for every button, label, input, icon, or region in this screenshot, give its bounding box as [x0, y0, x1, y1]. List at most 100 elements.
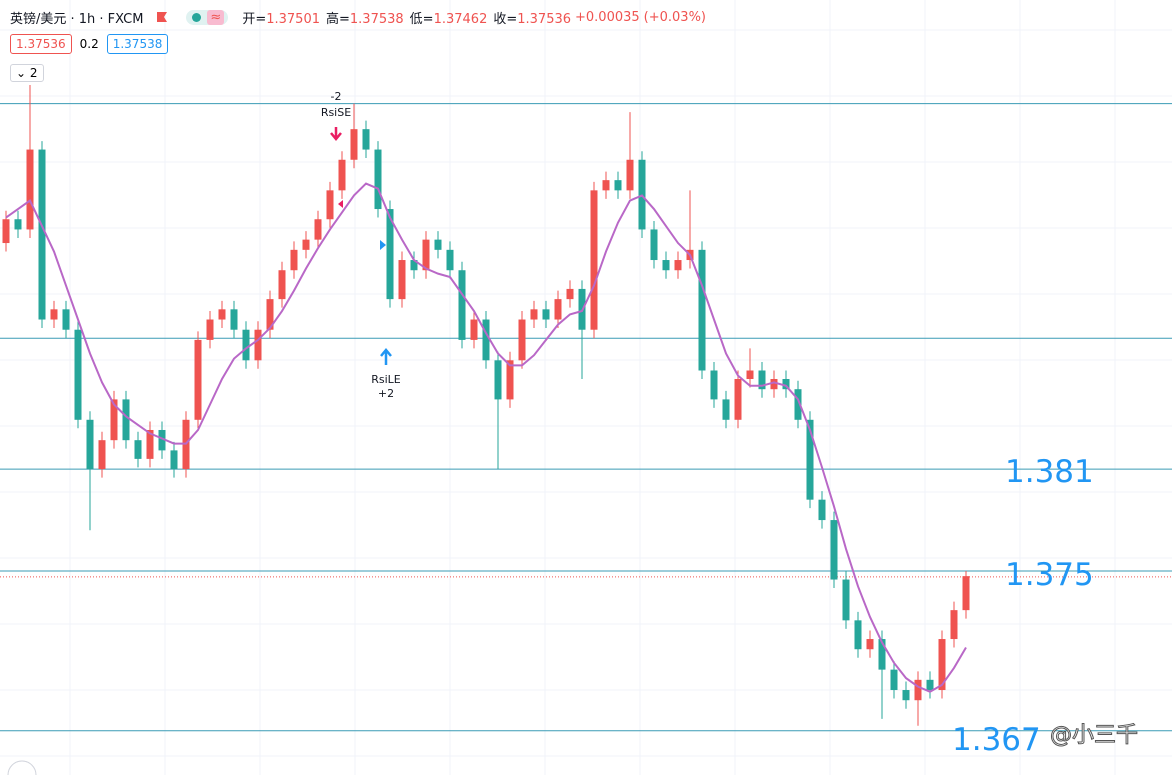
candle-body — [770, 379, 778, 390]
candle-body — [2, 219, 10, 244]
candle-body — [518, 319, 526, 361]
candle-body — [50, 309, 58, 320]
ohlc-item: 低=1.37462 — [410, 8, 488, 27]
long-arrow — [380, 348, 392, 365]
price-note: 1.375 — [1005, 557, 1094, 593]
signal-count: +2 — [378, 387, 394, 400]
ohlc-value: 1.37501 — [266, 12, 320, 27]
candle-body — [602, 180, 610, 191]
candle-body — [698, 249, 706, 371]
signal-name: RsiSE — [321, 106, 351, 119]
ohlc: 开=1.37501 高=1.37538 低=1.37462 收=1.37536 — [242, 8, 571, 27]
candle-body — [74, 329, 82, 420]
candle-body — [566, 288, 574, 300]
candle-body — [734, 379, 742, 420]
candle-body — [626, 159, 634, 191]
ohlc-label: 高= — [326, 12, 350, 27]
candle-body — [314, 219, 322, 240]
candle-body — [818, 499, 826, 521]
candle-body — [38, 149, 46, 320]
candle-body — [158, 429, 166, 451]
candle-body — [374, 149, 382, 210]
candle-body — [194, 339, 202, 420]
signal-count: -2 — [331, 90, 342, 103]
price-note: 1.381 — [1005, 454, 1094, 490]
candle-body — [62, 309, 70, 330]
candle-body — [98, 440, 106, 470]
candle-body — [146, 429, 154, 459]
candle-body — [842, 579, 850, 621]
candle-body — [434, 239, 442, 250]
candle-body — [26, 149, 34, 230]
change: +0.00035 — [575, 10, 640, 25]
candle-body — [914, 679, 922, 701]
candle-body — [722, 399, 730, 420]
candle-body — [422, 239, 430, 271]
candle-body — [902, 690, 910, 701]
candle-body — [86, 419, 94, 470]
candle-body — [614, 180, 622, 191]
candle-body — [302, 239, 310, 250]
candle-body — [290, 249, 298, 271]
candle-body — [14, 219, 22, 230]
candle-body — [782, 379, 790, 390]
candle-body — [710, 370, 718, 400]
ohlc-item: 收=1.37536 — [493, 8, 571, 27]
candle-body — [266, 299, 274, 330]
marker — [380, 240, 386, 250]
candle-body — [530, 309, 538, 320]
candle-body — [110, 399, 118, 441]
ma-line — [5, 182, 967, 693]
candle-body — [218, 309, 226, 320]
collapse-count: 2 — [29, 66, 38, 80]
symbol[interactable]: 英镑/美元 · 1h · FXCM — [10, 12, 144, 27]
ohlc-value: 1.37536 — [517, 12, 572, 27]
spread: 0.2 — [79, 37, 99, 51]
candle-body — [206, 319, 214, 340]
candle-body — [326, 190, 334, 220]
ask-badge[interactable]: 1.37538 — [106, 34, 169, 54]
status[interactable]: ≈ — [186, 10, 229, 25]
candle-body — [866, 639, 874, 650]
ohlc-label: 低= — [409, 12, 434, 27]
signal-name: RsiLE — [371, 373, 401, 386]
candle-body — [170, 450, 178, 470]
ohlc-label: 开= — [242, 12, 267, 27]
candle-body — [554, 299, 562, 320]
candle-body — [758, 370, 766, 390]
candle-body — [230, 309, 238, 330]
candle-body — [662, 260, 670, 271]
candle-body — [854, 620, 862, 650]
candle-body — [674, 260, 682, 271]
candle-body — [446, 249, 454, 271]
candle-body — [506, 360, 514, 400]
candle-body — [122, 399, 130, 441]
candle-body — [278, 270, 286, 300]
flag-icon[interactable] — [155, 11, 168, 24]
candle-body — [938, 639, 946, 691]
candle-body — [590, 190, 598, 330]
bid-badge[interactable]: 1.37536 — [10, 34, 72, 54]
candle-body — [398, 260, 406, 300]
candle-body — [494, 360, 502, 400]
candle-body — [482, 319, 490, 361]
candle-body — [242, 329, 250, 361]
header: 英镑/美元 · 1h · FXCM ≈ 开=1.37501 高=1.37538 低=… — [10, 8, 706, 27]
collapse-button[interactable]: ⌄ 2 — [10, 64, 44, 82]
candle-body — [746, 370, 754, 380]
candle-body — [962, 576, 970, 611]
watermark: @小三千 — [1050, 723, 1138, 748]
short-arrow — [330, 127, 342, 141]
badges: 1.37536 0.2 1.37538 — [10, 34, 169, 54]
candle-body — [830, 520, 838, 580]
candle-body — [542, 309, 550, 320]
change-pct: (+0.03%) — [643, 10, 707, 25]
candle-body — [806, 419, 814, 500]
candle-body — [362, 129, 370, 150]
candle-body — [458, 270, 466, 340]
chevron: ⌄ — [16, 66, 30, 80]
candle-body — [254, 329, 262, 361]
